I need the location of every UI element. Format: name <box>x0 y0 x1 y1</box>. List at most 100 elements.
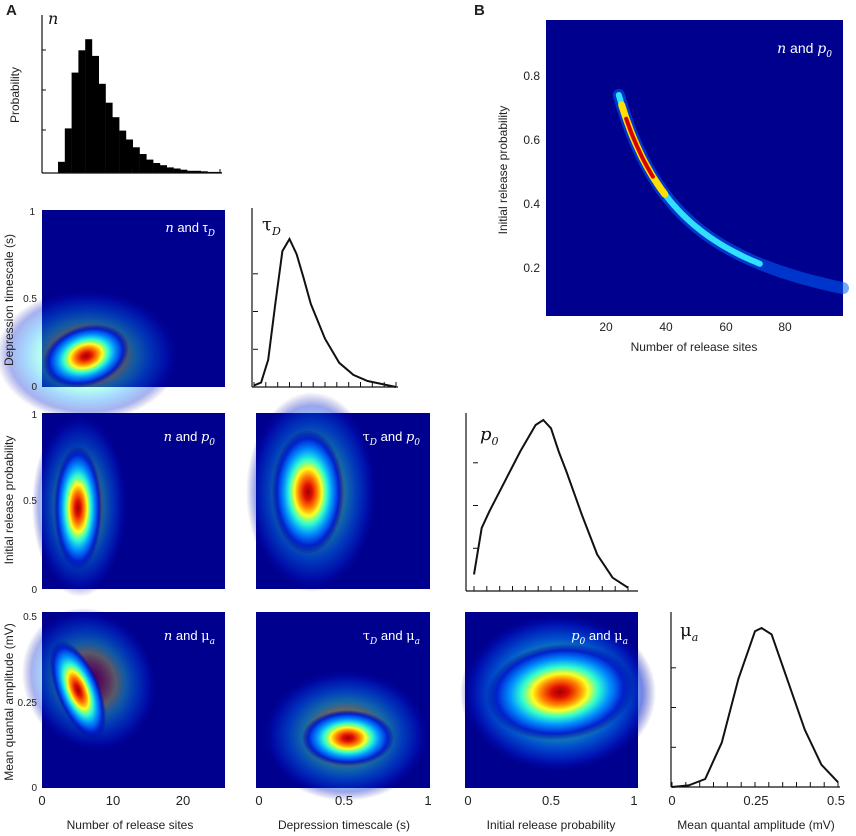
hist-n-bar <box>58 161 65 173</box>
hist-n-bar <box>153 163 161 173</box>
hist-n-bar <box>92 55 99 173</box>
heat-tau-p0-title: τD and p0 <box>363 429 421 448</box>
heat-n-tau-ytick-label: 1 <box>29 207 35 218</box>
heat-b-ytick-label: 0.2 <box>523 261 540 275</box>
hist-n-bar <box>173 168 181 173</box>
line-tau-series <box>253 236 397 388</box>
hist-n-bar <box>78 50 86 173</box>
chart-heat-tau-p0: τD and p0 <box>246 392 430 592</box>
heat-n-mu-xtick-label: 10 <box>106 793 120 808</box>
heat-b-title: n and p0 <box>777 40 832 60</box>
heat-n-tau-ytick-label: 0 <box>31 382 37 393</box>
line-mu-title: μa <box>680 620 698 644</box>
chart-line-p0: p0 <box>465 413 638 592</box>
heat-n-tau-ylabel: Depression timescale (s) <box>2 234 16 366</box>
heat-b-xtick-label: 40 <box>659 320 673 334</box>
hist-n-bar <box>98 83 106 173</box>
hist-n-bar <box>160 165 167 173</box>
heat-n-p0-ylabel: Initial release probability <box>2 436 16 565</box>
hist-n-bar <box>200 171 208 173</box>
chart-heat-n-mu: n and μa Mean quantal amplitude (mV) 0.5… <box>2 607 225 832</box>
chart-heat-n-p0: n and p0 Initial release probability 1 0… <box>2 410 225 597</box>
line-mu-ticks <box>671 667 839 787</box>
hist-n-bar <box>64 128 72 173</box>
heat-b-ytick-label: 0.8 <box>523 69 540 83</box>
heat-n-mu-xlabel: Number of release sites <box>67 818 194 832</box>
heat-b-xtick-label: 60 <box>719 320 733 334</box>
hist-n-bar <box>146 159 154 173</box>
heat-n-p0-peak <box>54 446 102 570</box>
heat-b-xtick-label: 80 <box>778 320 792 334</box>
heat-tau-mu-xtick-label: 1 <box>424 793 431 808</box>
heat-p0-mu-xtick-label: 1 <box>630 793 637 808</box>
hist-n-bar <box>126 139 133 173</box>
line-mu-xlabel: Mean quantal amplitude (mV) <box>677 818 834 832</box>
heat-n-mu-title: n and μa <box>164 628 215 647</box>
hist-n-bar <box>112 117 120 173</box>
heat-n-p0-title: n and p0 <box>164 429 216 448</box>
heat-p0-mu-xtick-label: 0.5 <box>542 793 560 808</box>
panel-label-b: B <box>474 2 485 19</box>
heat-p0-mu-title: p0 and μa <box>571 628 628 647</box>
heat-b-xtick-label: 20 <box>599 320 613 334</box>
heat-n-tau-ytick-label: 0.5 <box>23 294 37 305</box>
line-p0-ticks <box>473 462 629 591</box>
line-mu-xtick-label: 0 <box>668 793 675 808</box>
hist-n-bar <box>119 130 127 173</box>
heat-n-mu-ylabel: Mean quantal amplitude (mV) <box>2 623 16 780</box>
heat-n-mu-xtick-label: 20 <box>176 793 190 808</box>
chart-line-mu: μa 0 0.25 0.5 Mean quantal amplitude (mV… <box>668 612 845 832</box>
heat-b-ridge-peak <box>624 116 655 179</box>
line-mu-series <box>671 626 839 788</box>
panel-label-a: A <box>6 2 17 19</box>
heat-n-tau-peak <box>43 324 129 388</box>
heat-n-mu-ytick-label: 0 <box>31 783 37 794</box>
hist-n-bar <box>166 167 174 173</box>
hist-n-bar <box>85 39 93 174</box>
hist-n-title: n <box>48 9 58 28</box>
line-tau-ticks <box>253 273 397 387</box>
heat-b-xlabel: Number of release sites <box>631 340 758 354</box>
heat-n-mu-peak <box>49 641 107 739</box>
heat-n-tau-title: n and τD <box>165 220 215 239</box>
heat-tau-mu-xlabel: Depression timescale (s) <box>278 818 410 832</box>
heat-n-p0-ytick-label: 1 <box>31 410 37 421</box>
hist-n-bar <box>180 169 188 173</box>
heat-tau-p0-peak <box>272 430 344 554</box>
heat-n-p0-ytick-label: 0 <box>31 585 37 596</box>
heat-p0-mu-peak <box>486 643 634 741</box>
line-tau-title: τD <box>262 214 281 238</box>
heat-p0-mu-xtick-label: 0 <box>464 793 471 808</box>
heat-n-mu-ytick-label: 0.25 <box>18 698 38 709</box>
hist-n-bar <box>71 72 79 173</box>
heat-n-mu-ytick-label: 0.5 <box>23 612 37 623</box>
hist-n-bars <box>58 39 222 174</box>
hist-n-bar <box>139 154 147 173</box>
heat-tau-mu-xtick-label: 0.5 <box>335 793 353 808</box>
heat-tau-mu-peak <box>302 710 394 766</box>
heat-n-mu-xtick-label: 0 <box>38 793 45 808</box>
chart-hist-n: Probability n <box>8 9 222 174</box>
chart-heat-n-tau: n and τD Depression timescale (s) 1 0.5 … <box>0 207 225 421</box>
hist-n-bar <box>132 147 140 173</box>
heat-b-ylabel: Initial release probability <box>496 106 510 235</box>
hist-n-bar <box>194 170 201 173</box>
line-mu-xtick-label: 0.25 <box>743 793 768 808</box>
line-p0-title: p0 <box>480 424 499 448</box>
heat-tau-mu-xtick-label: 0 <box>255 793 262 808</box>
heat-tau-mu-title: τD and μa <box>363 628 420 647</box>
heat-b-ytick-label: 0.4 <box>523 197 540 211</box>
line-p0-series <box>473 418 629 589</box>
chart-heat-tau-mu: τD and μa 0 0.5 1 Depression timescale (… <box>255 612 432 832</box>
chart-heat-b-n-p0: n and p0 Initial release probability 0.8… <box>496 20 849 354</box>
hist-n-ylabel: Probability <box>8 67 22 123</box>
chart-line-tau: τD <box>251 208 398 388</box>
heat-b-background <box>546 20 843 316</box>
heat-n-p0-ytick-label: 0.5 <box>23 496 37 507</box>
heat-p0-mu-xlabel: Initial release probability <box>487 818 616 832</box>
chart-heat-p0-mu: p0 and μa 0 0.5 1 Initial release probab… <box>460 612 656 832</box>
line-mu-xtick-label: 0.5 <box>827 793 845 808</box>
heat-b-ytick-label: 0.6 <box>523 133 540 147</box>
hist-n-bar <box>105 102 113 173</box>
